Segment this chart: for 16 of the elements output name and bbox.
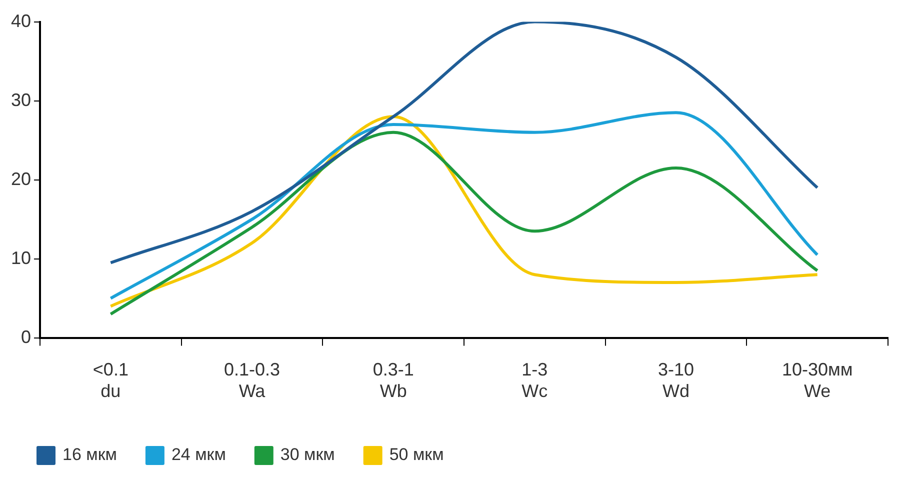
x-tick-label: 1-3 Wc (522, 360, 548, 402)
line-series (109, 22, 819, 264)
y-tick-label: 20 (10, 168, 32, 189)
legend-label: 24 мкм (171, 445, 226, 464)
y-tick-label: 30 (10, 90, 32, 110)
legend-label: 16 мкм (62, 445, 117, 464)
y-tick-label: 40 (10, 10, 32, 31)
legend-label: 50 мкм (389, 445, 444, 464)
x-tick-label: 0.3-1 Wb (372, 360, 414, 402)
x-tick-label: 0.1-0.3 Wa (224, 360, 280, 402)
y-tick-label: 10 (10, 248, 32, 268)
x-tick-label: <0.1 du (92, 360, 128, 402)
legend-label: 30 мкм (280, 445, 335, 464)
x-tick-label: 3-10 Wd (658, 360, 694, 402)
y-tick-label: 0 (21, 326, 32, 347)
x-tick-label: 10-30мм We (782, 360, 853, 402)
